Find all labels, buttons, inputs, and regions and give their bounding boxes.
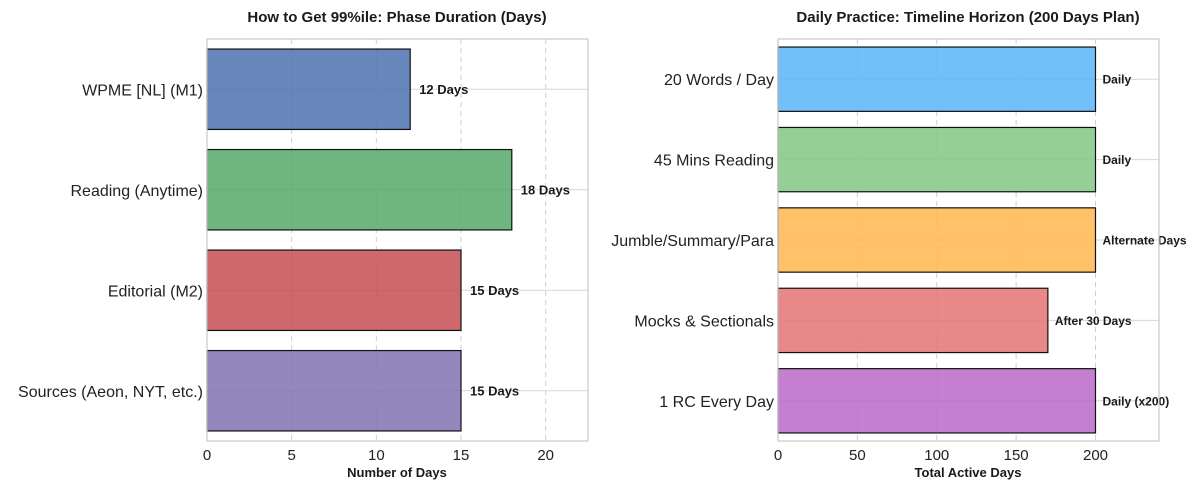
tick-label: 150 [1004,447,1029,464]
tick-label: 0 [774,447,782,464]
data-label: 18 Days [521,182,570,197]
bar [206,249,462,332]
tick-label: 5 [287,447,295,464]
category-label: 20 Words / Day [664,72,774,89]
data-label: Alternate Days [1103,234,1187,248]
chart-1: 12 Days WPME [NL] (M1) 18 Days Reading (Any… [18,9,589,480]
data-label: 15 Days [470,383,519,398]
data-label: Daily (x200) [1103,394,1170,408]
data-label: After 30 Days [1055,314,1132,328]
tick-label: 15 [453,447,470,464]
bar [206,148,513,231]
category-label: Mocks & Sectionals [634,313,774,330]
bar [777,126,1097,193]
category-label: Reading (Anytime) [71,183,204,200]
data-label: 12 Days [419,82,468,97]
bar [777,207,1097,273]
plot-frame [206,38,589,442]
x-axis-label: Total Active Days [915,465,1022,480]
tick-label: 100 [924,447,949,464]
data-label: 15 Days [470,283,519,298]
data-label: Daily [1103,73,1132,87]
category-label: WPME [NL] (M1) [82,82,203,99]
plot-frame [777,38,1160,442]
tick-label: 20 [537,447,554,464]
x-axis-label: Number of Days [347,465,447,480]
bar [777,46,1097,112]
category-label: 45 Mins Reading [654,153,774,170]
category-label: 1 RC Every Day [659,394,774,411]
category-label: Sources (Aeon, NYT, etc.) [18,384,203,401]
tick-label: 50 [849,447,866,464]
chart-title: How to Get 99%ile: Phase Duration (Days) [247,9,546,26]
bar [206,349,462,432]
category-label: Jumble/Summary/Para [611,233,774,250]
bar [206,48,411,131]
tick-label: 200 [1083,447,1108,464]
category-label: Editorial (M2) [108,283,203,300]
chart-2: Daily 20 Words / Day Daily 45 Mins Reading A… [611,9,1187,480]
tick-label: 0 [203,447,211,464]
tick-label: 10 [368,447,385,464]
chart-title: Daily Practice: Timeline Horizon (200 Da… [796,9,1139,26]
bar [777,368,1097,434]
bar [777,287,1049,354]
data-label: Daily [1103,153,1132,167]
